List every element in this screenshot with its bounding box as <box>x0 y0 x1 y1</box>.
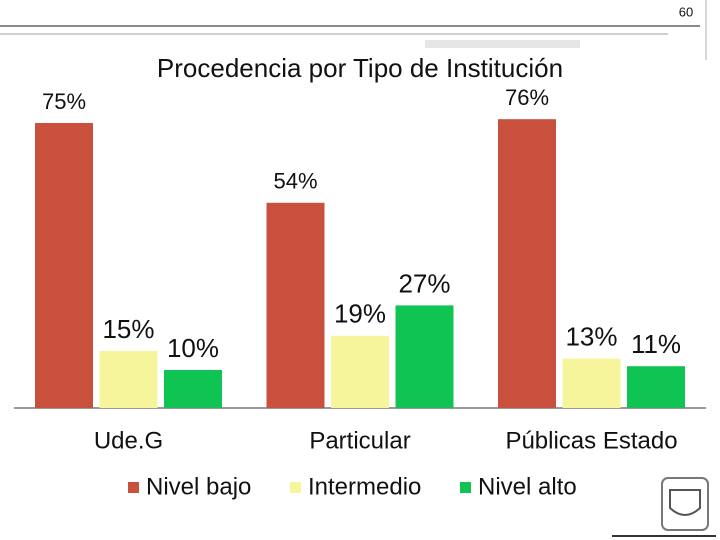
chart-title: Procedencia por Tipo de Institución <box>157 53 563 83</box>
bar <box>35 123 93 408</box>
value-label: 19% <box>334 299 386 329</box>
legend-marker <box>128 482 139 493</box>
bar <box>562 358 621 408</box>
bar <box>164 370 222 408</box>
bar <box>395 305 454 408</box>
value-label: 76% <box>505 85 549 110</box>
value-label: 75% <box>42 89 86 114</box>
value-label: 13% <box>565 321 617 351</box>
legend-marker <box>290 482 301 493</box>
bar <box>498 119 556 408</box>
legend-label: Nivel bajo <box>146 473 251 500</box>
value-label: 10% <box>167 333 219 363</box>
x-tick-label: Particular <box>309 427 410 454</box>
value-label: 54% <box>273 169 317 194</box>
value-label: 15% <box>102 314 154 344</box>
legend-marker <box>460 482 471 493</box>
bar <box>331 335 389 408</box>
slide-number: 60 <box>679 4 693 19</box>
legend-label: Intermedio <box>308 473 421 500</box>
bar <box>627 366 685 408</box>
header-decoration <box>0 0 707 60</box>
x-tick-label: Ude.G <box>94 427 163 454</box>
bar <box>266 202 325 408</box>
legend-label: Nivel alto <box>478 473 577 500</box>
value-label: 11% <box>631 329 681 359</box>
x-tick-label: Públicas Estado <box>505 427 677 454</box>
value-label: 27% <box>398 268 450 298</box>
bar <box>99 351 158 408</box>
logo <box>612 477 716 537</box>
